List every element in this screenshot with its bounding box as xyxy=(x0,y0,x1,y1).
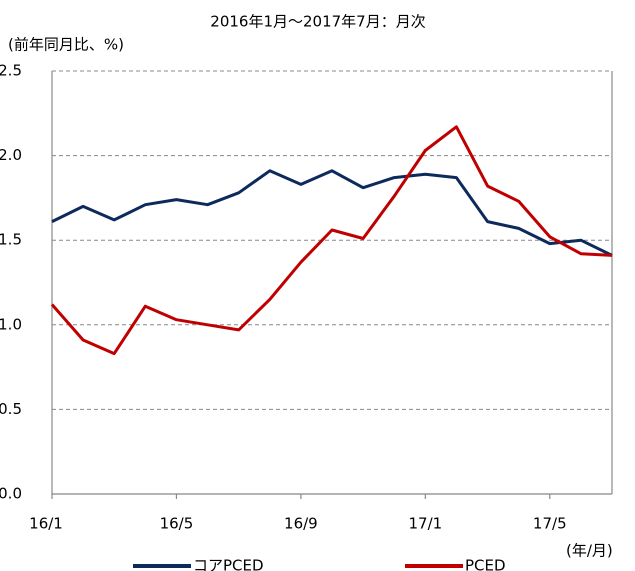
x-tick-label: 16/1 xyxy=(29,515,63,533)
x-tick-label: 17/1 xyxy=(408,515,442,533)
y-tick-label: 2.0 xyxy=(0,146,22,164)
legend-label: PCED xyxy=(465,557,506,571)
y-tick-label: 0.0 xyxy=(0,485,22,503)
y-tick-label: 2.5 xyxy=(0,62,22,80)
y-tick-label: 0.5 xyxy=(0,400,22,418)
x-tick-label: 16/5 xyxy=(160,515,194,533)
y-axis-label: (前年同月比、%) xyxy=(8,36,124,54)
legend-label: コアPCED xyxy=(193,557,264,571)
x-axis-label: (年/月) xyxy=(566,542,613,560)
series-line xyxy=(50,125,613,356)
series-line xyxy=(51,169,613,257)
y-tick-label: 1.5 xyxy=(0,231,22,249)
x-tick-label: 16/9 xyxy=(284,515,318,533)
chart-title: 2016年1月～2017年7月：月次 xyxy=(210,13,425,31)
x-tick-label: 17/5 xyxy=(533,515,567,533)
y-tick-label: 1.0 xyxy=(0,315,22,333)
